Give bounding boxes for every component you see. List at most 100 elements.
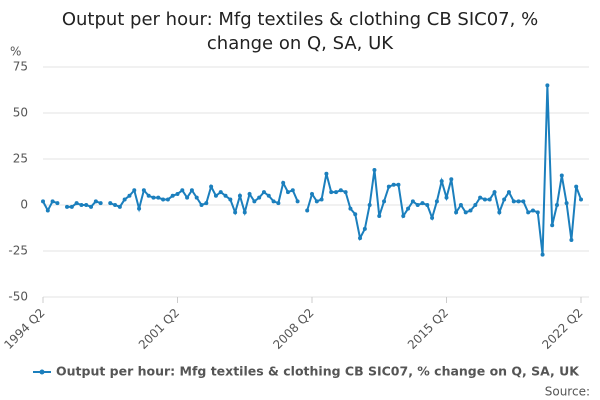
point (132, 188, 137, 193)
point (151, 195, 156, 200)
point (185, 195, 190, 200)
point (353, 212, 358, 217)
point (454, 210, 459, 215)
point (41, 199, 45, 204)
y-tick-label: 75 (13, 60, 28, 74)
point (319, 197, 324, 202)
chart-title: Output per hour: Mfg textiles & clothing… (61, 9, 539, 54)
point (242, 210, 247, 215)
point (463, 210, 468, 215)
point (295, 199, 300, 204)
y-tick-label: 0 (20, 198, 28, 212)
x-tick-label: 1994 Q2 (1, 306, 47, 352)
point (228, 197, 233, 202)
point (372, 168, 377, 173)
x-tick-label: 2008 Q2 (270, 306, 316, 352)
point (564, 201, 569, 206)
point (146, 193, 151, 198)
point (223, 193, 228, 198)
point (401, 214, 406, 219)
point (204, 201, 209, 206)
point (377, 214, 382, 219)
point (199, 203, 204, 207)
point (334, 190, 339, 195)
point (502, 197, 507, 202)
point (425, 203, 430, 207)
point (574, 184, 579, 189)
point (348, 206, 353, 211)
point (535, 210, 540, 215)
point (506, 190, 511, 195)
point (74, 201, 79, 206)
point (478, 195, 483, 200)
point (266, 193, 271, 198)
y-tick-label: 50 (13, 106, 28, 120)
point (108, 201, 113, 206)
point (516, 199, 521, 204)
point (93, 199, 98, 204)
line (42, 85, 582, 255)
point (122, 197, 127, 202)
point (137, 206, 142, 211)
point (170, 193, 175, 198)
point (290, 188, 295, 193)
point (271, 199, 276, 204)
point (69, 204, 74, 209)
point (530, 208, 535, 213)
point (492, 190, 497, 195)
point (439, 179, 444, 184)
point (55, 201, 60, 206)
point (521, 199, 526, 204)
point (194, 195, 199, 200)
point (156, 195, 161, 200)
point (449, 177, 454, 182)
point (482, 197, 487, 202)
point (526, 210, 531, 215)
point (550, 223, 555, 228)
point (84, 203, 89, 207)
point (415, 203, 420, 207)
point (180, 188, 185, 193)
point (252, 199, 257, 204)
point (247, 191, 252, 196)
point (113, 203, 118, 207)
y-tick-label: -25 (8, 244, 28, 258)
point (213, 193, 218, 198)
point (420, 201, 425, 206)
point (98, 201, 103, 206)
point (45, 208, 50, 213)
point (257, 195, 262, 200)
point (175, 191, 180, 196)
point (329, 190, 334, 195)
point (559, 173, 564, 178)
point (218, 190, 223, 195)
point (161, 197, 166, 202)
point (434, 199, 439, 204)
source: Source: (545, 385, 590, 399)
point (362, 226, 367, 231)
point (65, 204, 70, 209)
point (540, 252, 545, 257)
point (314, 199, 319, 204)
point (310, 191, 314, 196)
point (285, 190, 290, 195)
point (233, 210, 238, 215)
x-tick-label: 2001 Q2 (136, 306, 182, 352)
point (410, 199, 415, 204)
point (50, 199, 55, 204)
point (127, 193, 132, 198)
point (468, 208, 473, 213)
point (386, 184, 391, 189)
point (209, 184, 214, 189)
point (358, 236, 363, 241)
point (343, 190, 348, 195)
point (324, 171, 329, 176)
point (89, 204, 94, 209)
point (338, 188, 343, 193)
point (281, 180, 286, 185)
point (79, 203, 84, 207)
point (391, 182, 396, 187)
point (367, 203, 372, 207)
point (569, 237, 574, 242)
